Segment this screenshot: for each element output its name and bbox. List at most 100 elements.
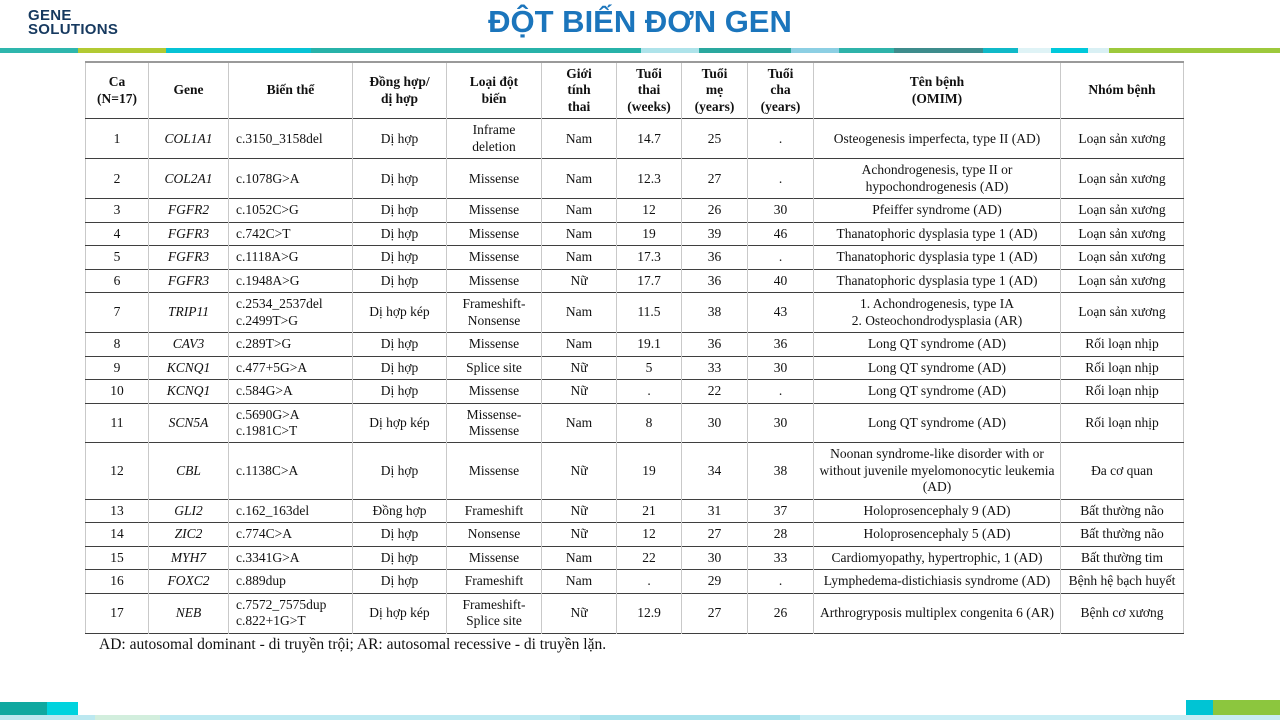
cell-sex: Nam [541, 222, 617, 246]
cell-ga: 19 [616, 222, 682, 246]
cell-sex: Nam [541, 292, 617, 333]
footnote: AD: autosomal dominant - di truyền trội;… [99, 635, 607, 653]
cell-ca: 1 [113, 130, 121, 146]
cell-father: 36 [747, 332, 814, 357]
cell-gene: TRIP11 [148, 292, 229, 333]
col-header-ga: Tuổi thai (weeks) [616, 62, 682, 119]
cell-group: Bệnh cơ xương [1060, 593, 1184, 634]
cell-ga: . [616, 569, 682, 594]
cell-group: Bất thường não [1060, 499, 1184, 523]
cell-type: Missense [446, 546, 542, 570]
cell-variant: c.477+5G>A [228, 356, 353, 380]
cell-zygosity: Dị hợp [352, 522, 447, 547]
cell-variant: c.742C>T [228, 222, 353, 246]
cell-disease: Long QT syndrome (AD) [813, 403, 1061, 443]
cell-gene: KCNQ1 [148, 356, 229, 380]
color-segment [160, 715, 580, 720]
cell-ga: 12.3 [616, 158, 682, 199]
color-segment [894, 48, 983, 53]
cell-ca: 8 [113, 336, 121, 352]
cell-group: Rối loạn nhịp [1060, 356, 1184, 380]
cell-sex: Nam [541, 403, 617, 443]
cell-type: Missense [446, 379, 542, 403]
cell-father: 43 [747, 292, 814, 333]
color-segment [800, 715, 1280, 720]
cell-mother: 27 [681, 593, 748, 634]
cell-type: Missense- Missense [446, 403, 542, 443]
cell-gene: FGFR3 [148, 269, 229, 293]
cell-gene: FOXC2 [148, 569, 229, 594]
cell-gene: KCNQ1 [148, 379, 229, 403]
col-header-type: Loại đột biến [446, 62, 542, 119]
cell-ca: 16 [110, 573, 124, 589]
cell-father: . [747, 245, 814, 270]
header-divider-strip [0, 48, 1280, 53]
cell-zygosity: Dị hợp [352, 379, 447, 403]
logo-line-1: GENE [28, 7, 72, 24]
cell-disease: Long QT syndrome (AD) [813, 379, 1061, 403]
cell-disease: Long QT syndrome (AD) [813, 356, 1061, 380]
cell-type: Inframe deletion [446, 118, 542, 159]
cell-sex: Nữ [541, 593, 617, 634]
cell-ca: 15 [110, 549, 124, 565]
cell-mother: 36 [681, 332, 748, 357]
cell-ga: 12 [616, 522, 682, 547]
cell-ga: 5 [616, 356, 682, 380]
cell-variant: c.1948A>G [228, 269, 353, 293]
cell-type: Missense [446, 222, 542, 246]
cell-ga: 17.7 [616, 269, 682, 293]
cell-disease: Achondrogenesis, type II or hypochondrog… [813, 158, 1061, 199]
table-row: 5 FGFR3 c.1118A>G Dị hợp Missense Nam 17.3 36. T… [85, 245, 1184, 270]
col-header-sex: Giới tính thai [541, 62, 617, 119]
cell-mother: 27 [681, 158, 748, 199]
cell-zygosity: Dị hợp [352, 222, 447, 246]
cell-gene: CAV3 [148, 332, 229, 357]
cell-type: Missense [446, 332, 542, 357]
color-segment [47, 702, 78, 717]
cell-type: Missense [446, 269, 542, 293]
color-segment [78, 48, 166, 53]
cell-gene: NEB [148, 593, 229, 634]
cell-ca: 17 [110, 604, 124, 620]
cell-gene: ZIC2 [148, 522, 229, 547]
cell-zygosity: Dị hợp [352, 569, 447, 594]
color-segment [983, 48, 1018, 53]
cell-group: Bất thường tim [1060, 546, 1184, 570]
cell-disease: Thanatophoric dysplasia type 1 (AD) [813, 245, 1061, 270]
table-row: 7 TRIP11 c.2534_2537del c.2499T>G Dị hợp ké… [85, 292, 1184, 333]
cell-type: Missense [446, 442, 542, 500]
cell-type: Splice site [446, 356, 542, 380]
color-segment [1186, 700, 1213, 715]
table-row: 10 KCNQ1 c.584G>A Dị hợp Missense Nữ. 22. Long … [85, 379, 1184, 403]
cell-disease: Osteogenesis imperfecta, type II (AD) [813, 118, 1061, 159]
cell-mother: 31 [681, 499, 748, 523]
cell-father: 33 [747, 546, 814, 570]
bottom-left-decoration [0, 702, 78, 717]
color-segment [1088, 48, 1109, 53]
cell-sex: Nữ [541, 269, 617, 293]
cell-zygosity: Đồng hợp [352, 499, 447, 523]
color-segment [95, 715, 160, 720]
col-header-gene: Gene [148, 62, 229, 119]
cell-sex: Nam [541, 546, 617, 570]
color-segment [0, 48, 78, 53]
cell-ca: 9 [113, 359, 121, 375]
cell-variant: c.3150_3158del [228, 118, 353, 159]
cell-father: 30 [747, 356, 814, 380]
cell-type: Frameshift- Nonsense [446, 292, 542, 333]
cell-disease: Arthrogryposis multiplex congenita 6 (AR… [813, 593, 1061, 634]
slide-header: GENE SOLUTIONS ĐỘT BIẾN ĐƠN GEN [0, 0, 1280, 48]
cell-sex: Nữ [541, 522, 617, 547]
table-row: 12 CBL c.1138C>A Dị hợp Missense Nữ 19 34 38 Noon… [85, 442, 1184, 500]
cell-ga: 8 [616, 403, 682, 443]
table-row: 6 FGFR3 c.1948A>G Dị hợp Missense Nữ 17.7 36 40 T… [85, 269, 1184, 293]
table-header: Ca (N=17) Gene Biến thể Đồng hợp/ dị hợp Loạ… [85, 62, 1184, 119]
table-row: 14 ZIC2 c.774C>A Dị hợp Nonsense Nữ 12 27 28 Holo… [85, 522, 1184, 547]
table-header-row: Ca (N=17) Gene Biến thể Đồng hợp/ dị hợp Loạ… [85, 62, 1184, 119]
color-segment [641, 48, 699, 53]
cell-sex: Nam [541, 332, 617, 357]
cell-zygosity: Dị hợp [352, 269, 447, 293]
col-header-variant: Biến thể [228, 62, 353, 119]
cell-mother: 29 [681, 569, 748, 594]
cell-sex: Nữ [541, 356, 617, 380]
